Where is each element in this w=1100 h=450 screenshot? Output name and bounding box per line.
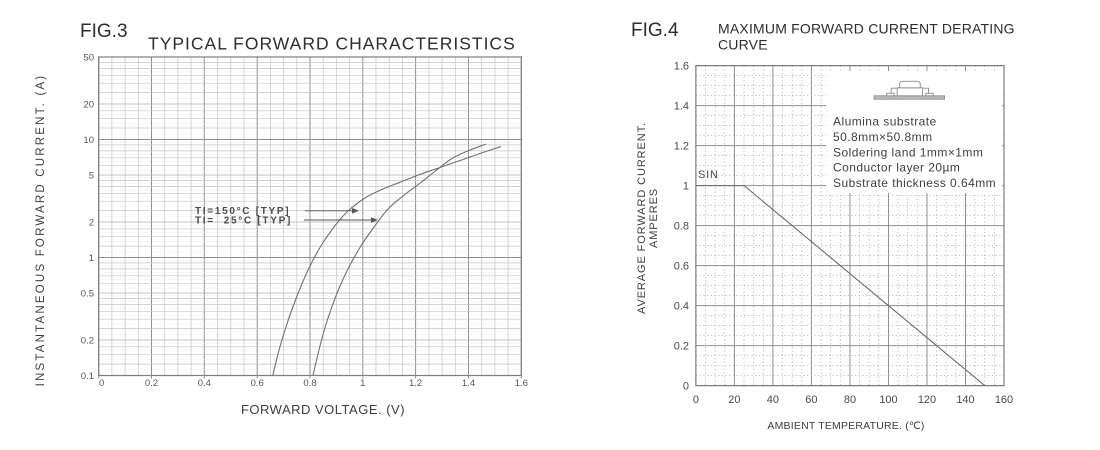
svg-text:1.4: 1.4 xyxy=(674,100,689,112)
svg-text:SIN: SIN xyxy=(698,169,719,181)
svg-text:1.2: 1.2 xyxy=(409,378,422,389)
svg-text:1.6: 1.6 xyxy=(674,60,689,72)
svg-text:1: 1 xyxy=(89,253,94,264)
svg-text:Substrate thickness 0.64mm: Substrate thickness 0.64mm xyxy=(833,176,996,190)
svg-text:TYPICAL FORWARD CHARACTERISTIC: TYPICAL FORWARD CHARACTERISTICS xyxy=(148,34,516,54)
svg-text:TI=150°C [TYP]: TI=150°C [TYP] xyxy=(195,206,290,217)
svg-text:60: 60 xyxy=(805,394,817,406)
svg-text:1: 1 xyxy=(683,180,689,192)
svg-text:1.2: 1.2 xyxy=(674,140,689,152)
svg-text:0.6: 0.6 xyxy=(251,378,264,389)
svg-text:40: 40 xyxy=(767,394,779,406)
svg-text:Alumina substrate: Alumina substrate xyxy=(833,115,937,129)
svg-text:50.8mm×50.8mm: 50.8mm×50.8mm xyxy=(833,130,933,144)
svg-text:0.5: 0.5 xyxy=(81,288,94,299)
svg-text:0.8: 0.8 xyxy=(303,378,316,389)
svg-text:0.4: 0.4 xyxy=(674,300,689,312)
svg-text:FIG.3: FIG.3 xyxy=(80,21,128,42)
svg-text:5: 5 xyxy=(89,170,94,181)
svg-text:10: 10 xyxy=(83,135,94,146)
svg-text:INSTANTANEOUS FORWARD CURRENT.: INSTANTANEOUS FORWARD CURRENT. (A) xyxy=(35,74,47,387)
svg-text:80: 80 xyxy=(844,394,856,406)
svg-text:MAXIMUM FORWARD CURRENT DERATI: MAXIMUM FORWARD CURRENT DERATING xyxy=(718,21,1015,37)
svg-text:TI= 25°C [TYP]: TI= 25°C [TYP] xyxy=(195,216,292,227)
svg-text:50: 50 xyxy=(83,52,94,63)
svg-text:160: 160 xyxy=(995,394,1013,406)
svg-text:FIG.4: FIG.4 xyxy=(631,20,679,41)
svg-text:0.8: 0.8 xyxy=(674,220,689,232)
svg-text:20: 20 xyxy=(83,99,94,110)
svg-text:120: 120 xyxy=(918,394,936,406)
svg-text:1.6: 1.6 xyxy=(515,378,528,389)
svg-text:0: 0 xyxy=(683,380,689,392)
svg-text:0.2: 0.2 xyxy=(145,378,158,389)
svg-text:0: 0 xyxy=(693,394,699,406)
svg-text:0.6: 0.6 xyxy=(674,260,689,272)
svg-text:0: 0 xyxy=(99,378,104,389)
svg-text:CURVE: CURVE xyxy=(718,37,768,53)
svg-text:2: 2 xyxy=(89,217,94,228)
svg-text:100: 100 xyxy=(879,394,897,406)
svg-text:1: 1 xyxy=(360,378,365,389)
svg-text:Conductor layer 20µm: Conductor layer 20µm xyxy=(833,161,960,175)
svg-text:0.2: 0.2 xyxy=(81,335,94,346)
svg-text:0.2: 0.2 xyxy=(674,340,689,352)
svg-text:20: 20 xyxy=(728,394,740,406)
svg-text:1.4: 1.4 xyxy=(462,378,475,389)
svg-text:AMPERES: AMPERES xyxy=(648,188,660,248)
svg-text:0.4: 0.4 xyxy=(198,378,211,389)
svg-text:FORWARD VOLTAGE. (V): FORWARD VOLTAGE. (V) xyxy=(241,402,405,417)
svg-text:0.1: 0.1 xyxy=(81,371,94,382)
svg-text:Soldering land 1mm×1mm: Soldering land 1mm×1mm xyxy=(833,145,983,159)
svg-text:140: 140 xyxy=(956,394,974,406)
svg-text:AVERAGE FORWARD CURRENT.: AVERAGE FORWARD CURRENT. xyxy=(636,122,648,314)
svg-text:AMBIENT TEMPERATURE. (℃): AMBIENT TEMPERATURE. (℃) xyxy=(767,420,924,432)
